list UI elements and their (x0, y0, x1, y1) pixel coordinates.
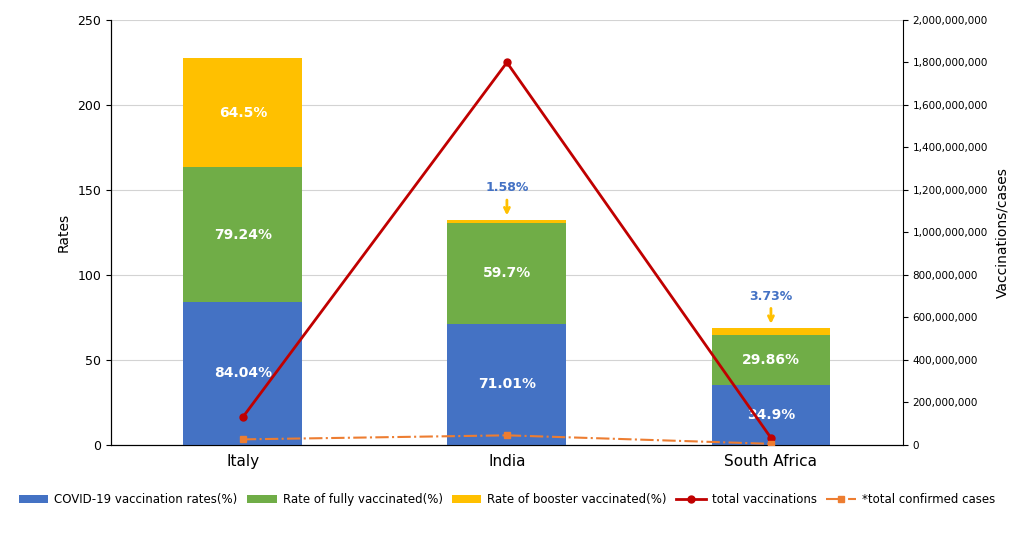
Bar (183, 58, 302, 167)
Bar (712, 386, 830, 445)
Text: 34.9%: 34.9% (746, 408, 795, 422)
Text: 59.7%: 59.7% (482, 266, 531, 280)
Bar (447, 324, 566, 445)
Bar (183, 167, 302, 302)
Text: 71.01%: 71.01% (478, 377, 536, 391)
Text: 29.86%: 29.86% (742, 353, 800, 367)
Text: 3.73%: 3.73% (750, 290, 793, 321)
Text: 1.58%: 1.58% (485, 182, 528, 212)
Bar (447, 220, 566, 223)
Text: 79.24%: 79.24% (214, 228, 271, 242)
Bar (447, 223, 566, 324)
Y-axis label: Vaccinations/cases: Vaccinations/cases (995, 167, 1009, 298)
Bar (712, 335, 830, 386)
Bar (183, 302, 302, 445)
Legend: COVID-19 vaccination rates(%), Rate of fully vaccinated(%), Rate of booster vacc: COVID-19 vaccination rates(%), Rate of f… (14, 489, 999, 511)
Text: 84.04%: 84.04% (214, 366, 272, 380)
Text: 64.5%: 64.5% (219, 105, 267, 120)
Bar (712, 329, 830, 335)
Y-axis label: Rates: Rates (56, 213, 71, 252)
